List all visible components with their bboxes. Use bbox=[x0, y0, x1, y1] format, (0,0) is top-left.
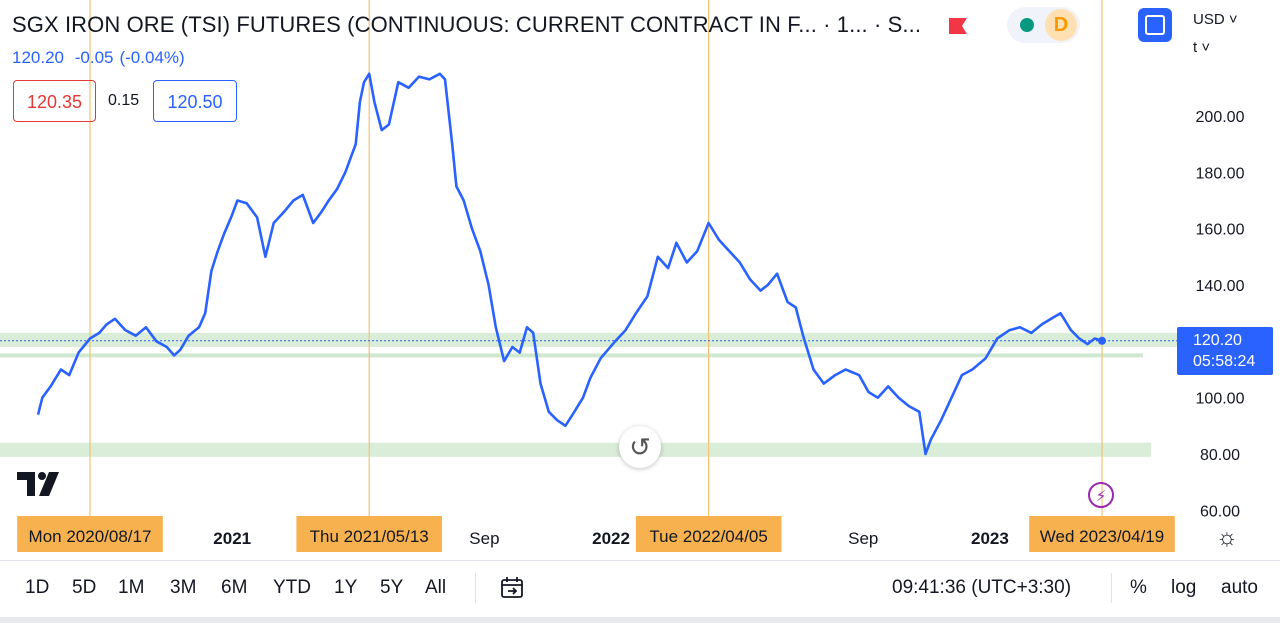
crosshair-date-label: Tue 2022/04/05 bbox=[635, 516, 782, 552]
crosshair-date-label: Wed 2023/04/19 bbox=[1029, 516, 1175, 552]
currency-select[interactable]: USD ˅ bbox=[1193, 11, 1238, 28]
support-zone bbox=[0, 332, 1178, 347]
range-3m[interactable]: 3M bbox=[170, 577, 197, 598]
range-all[interactable]: All bbox=[425, 577, 447, 598]
market-open-icon bbox=[1020, 18, 1034, 32]
reset-chart-icon[interactable]: ↺ bbox=[619, 426, 661, 468]
range-1d[interactable]: 1D bbox=[25, 577, 50, 598]
bottom-toolbar: 1D 5D 1M 3M 6M YTD 1Y 5Y All 09:41:36 (U… bbox=[0, 561, 1280, 617]
y-tick-label: 160.00 bbox=[1196, 222, 1245, 239]
support-zone bbox=[0, 442, 1151, 457]
fullscreen-icon bbox=[1145, 15, 1165, 35]
crosshair-date-label: Thu 2021/05/13 bbox=[296, 516, 443, 552]
lightning-icon[interactable]: ⚡ bbox=[1088, 482, 1114, 508]
price-line bbox=[36, 72, 1103, 456]
range-1m[interactable]: 1M bbox=[118, 577, 145, 598]
date-label-text: Mon 2020/08/17 bbox=[29, 527, 152, 546]
percent-toggle[interactable]: % bbox=[1130, 577, 1147, 598]
crosshair-date-labels: Mon 2020/08/17 Thu 2021/05/13 Tue 2022/04/… bbox=[17, 516, 1175, 552]
date-label-text: Tue 2022/04/05 bbox=[649, 527, 767, 546]
spread-value: 0.15 bbox=[108, 92, 140, 109]
toolbar-divider bbox=[475, 573, 476, 603]
y-tick-label: 60.00 bbox=[1200, 503, 1240, 520]
ask-button[interactable]: 120.50 bbox=[153, 80, 237, 122]
range-5d[interactable]: 5D bbox=[72, 577, 97, 598]
y-tick-label: 80.00 bbox=[1200, 447, 1240, 464]
flag-icon[interactable] bbox=[947, 16, 969, 36]
range-6m[interactable]: 6M bbox=[221, 577, 248, 598]
range-1y[interactable]: 1Y bbox=[334, 577, 358, 598]
last-price-dot bbox=[1098, 336, 1106, 345]
price-tag-value: 120.20 bbox=[1193, 332, 1242, 349]
quote-line: 120.20 -0.05 (-0.04%) bbox=[12, 48, 191, 68]
clock-timezone[interactable]: 09:41:36 (UTC+3:30) bbox=[892, 577, 1072, 598]
x-tick-label: 2022 bbox=[592, 529, 630, 548]
date-label-bg bbox=[296, 516, 443, 552]
settings-gear-icon[interactable]: ☼ bbox=[1216, 524, 1238, 551]
x-axis: Ju2021Sep2022Sep2023 bbox=[41, 529, 1009, 548]
range-5y[interactable]: 5Y bbox=[380, 577, 404, 598]
price-change: -0.05 bbox=[74, 48, 114, 67]
x-tick-label: 2023 bbox=[971, 529, 1009, 548]
date-label-bg bbox=[635, 516, 782, 552]
log-toggle[interactable]: log bbox=[1171, 577, 1197, 598]
date-label-bg bbox=[1029, 516, 1175, 552]
x-tick-label: 2021 bbox=[213, 529, 251, 548]
fullscreen-button[interactable] bbox=[1138, 8, 1172, 42]
date-label-bg bbox=[17, 516, 163, 552]
guide-line bbox=[0, 353, 1143, 358]
y-tick-label: 140.00 bbox=[1196, 278, 1245, 295]
bottom-strip bbox=[0, 617, 1280, 623]
y-tick-label: 200.00 bbox=[1196, 109, 1245, 126]
tradingview-logo[interactable] bbox=[17, 472, 65, 496]
crosshair-lines bbox=[89, 0, 1103, 516]
y-tick-label: 180.00 bbox=[1196, 165, 1245, 182]
x-tick-label: Sep bbox=[469, 529, 499, 548]
support-zones bbox=[0, 332, 1178, 457]
toolbar-divider bbox=[1111, 573, 1112, 603]
date-label-text: Wed 2023/04/19 bbox=[1040, 527, 1164, 546]
go-to-date-icon[interactable] bbox=[500, 576, 526, 600]
bid-button[interactable]: 120.35 bbox=[13, 80, 96, 122]
divider bbox=[0, 560, 1280, 561]
x-tick-label: Sep bbox=[848, 529, 878, 548]
y-axis: 200.00 180.00 160.00 140.00 100.00 80.00 60.00 bbox=[1196, 109, 1245, 520]
delayed-data-badge[interactable]: D bbox=[1045, 9, 1077, 41]
unit-select[interactable]: t ˅ bbox=[1193, 39, 1211, 56]
bar-countdown: 05:58:24 bbox=[1193, 353, 1256, 370]
price-chart[interactable]: 200.00 180.00 160.00 140.00 100.00 80.00 60.00… bbox=[0, 0, 1280, 560]
crosshair-date-label: Mon 2020/08/17 bbox=[17, 516, 163, 552]
chart-title[interactable]: SGX IRON ORE (TSI) FUTURES (CONTINUOUS: … bbox=[12, 12, 922, 37]
y-tick-label: 100.00 bbox=[1196, 391, 1245, 408]
last-price: 120.20 bbox=[12, 48, 64, 67]
price-change-pct: (-0.04%) bbox=[119, 48, 185, 67]
auto-toggle[interactable]: auto bbox=[1221, 577, 1258, 598]
date-label-text: Thu 2021/05/13 bbox=[310, 527, 429, 546]
range-ytd[interactable]: YTD bbox=[273, 577, 311, 598]
last-price-tag: 120.20 05:58:24 bbox=[1177, 327, 1273, 375]
